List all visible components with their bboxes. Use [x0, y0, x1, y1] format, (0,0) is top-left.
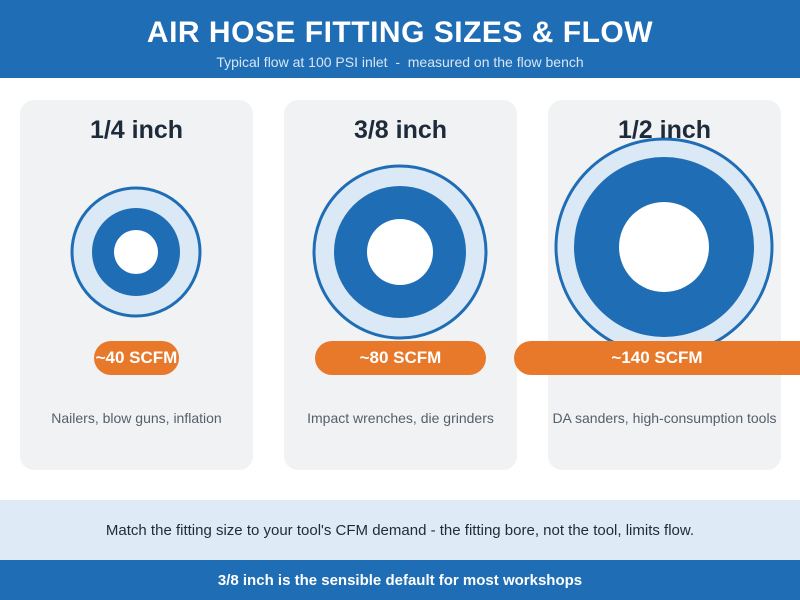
fitting-size-label: 1/4 inch — [89, 116, 184, 144]
fitting-cross-section-icon — [312, 164, 488, 340]
fitting-use-description: Impact wrenches, die grinders — [307, 410, 494, 426]
header-banner: AIR HOSE FITTING SIZES & FLOW Typical fl… — [0, 0, 800, 78]
fitting-use-description: DA sanders, high-consumption tools — [552, 410, 777, 426]
page-title: AIR HOSE FITTING SIZES & FLOW — [146, 16, 654, 49]
fitting-card-three-eighths-inch: 3/8 inch ~80 SCFM Impact wrenches, die g… — [284, 100, 517, 470]
flow-rate-badge: ~40 SCFM — [94, 341, 179, 375]
tip-banner: Match the fitting size to your tool's CF… — [0, 500, 800, 560]
fitting-bore — [114, 230, 158, 274]
tip-text: Match the fitting size to your tool's CF… — [105, 522, 695, 539]
fitting-bore — [619, 202, 709, 292]
footer-text: 3/8 inch is the sensible default for mos… — [217, 572, 583, 589]
flow-rate-badge: ~80 SCFM — [315, 341, 486, 375]
fitting-cross-section-icon — [554, 137, 774, 357]
fitting-use-description: Nailers, blow guns, inflation — [51, 410, 222, 426]
fitting-card-half-inch: 1/2 inch ~140 SCFM DA sanders, high-cons… — [514, 100, 800, 470]
flow-rate-badge: ~140 SCFM — [514, 341, 800, 375]
page-subtitle: Typical flow at 100 PSI inlet - measured… — [216, 54, 584, 70]
fitting-card-quarter-inch: 1/4 inch ~40 SCFM Nailers, blow guns, in… — [20, 100, 253, 470]
fitting-cross-section-icon — [70, 186, 202, 318]
fitting-bore — [367, 219, 433, 285]
footer-banner: 3/8 inch is the sensible default for mos… — [0, 560, 800, 600]
fitting-size-label: 3/8 inch — [353, 116, 448, 144]
fitting-size-label: 1/2 inch — [617, 116, 712, 144]
